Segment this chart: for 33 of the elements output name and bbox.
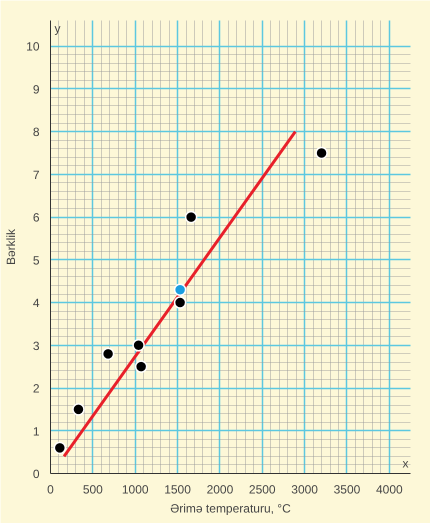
point: [174, 283, 186, 296]
y-axis-title: Bərklik: [4, 228, 18, 266]
point: [184, 210, 198, 224]
y-tick-label: 5: [32, 253, 40, 268]
point: [54, 442, 66, 454]
x-tick-label: 3000: [291, 482, 318, 496]
x-tick-label: 1500: [164, 482, 192, 496]
x-tick-label: 2000: [206, 482, 234, 496]
point: [174, 296, 186, 309]
point: [134, 360, 148, 373]
y-tick-label: 2: [32, 382, 40, 396]
point: [132, 339, 145, 352]
point: [72, 403, 85, 416]
annotation: x: [402, 456, 408, 470]
point: [102, 348, 114, 360]
x-tick-label: 500: [82, 482, 104, 496]
y-tick-label: 6: [32, 210, 40, 225]
x-tick-label: 2500: [248, 482, 276, 496]
y-tick-label: 9: [32, 82, 40, 96]
y-tick-label: 0: [32, 467, 40, 481]
x-axis-title: Ərimə temperaturu, °C: [170, 502, 292, 516]
y-tick-label: 1: [32, 424, 40, 438]
y-tick-label: 3: [32, 338, 40, 353]
y-tick-label: 7: [32, 168, 40, 182]
x-tick-label: 3500: [334, 482, 361, 496]
y-tick-label: 8: [32, 125, 40, 140]
y-tick-label: 4: [32, 296, 40, 310]
annotation: y: [54, 22, 60, 36]
x-tick-label: 4000: [376, 482, 403, 496]
x-tick-label: 1000: [122, 482, 149, 496]
x-tick-label: 0: [47, 482, 54, 496]
y-tick-label: 10: [26, 40, 40, 54]
point: [315, 146, 328, 160]
